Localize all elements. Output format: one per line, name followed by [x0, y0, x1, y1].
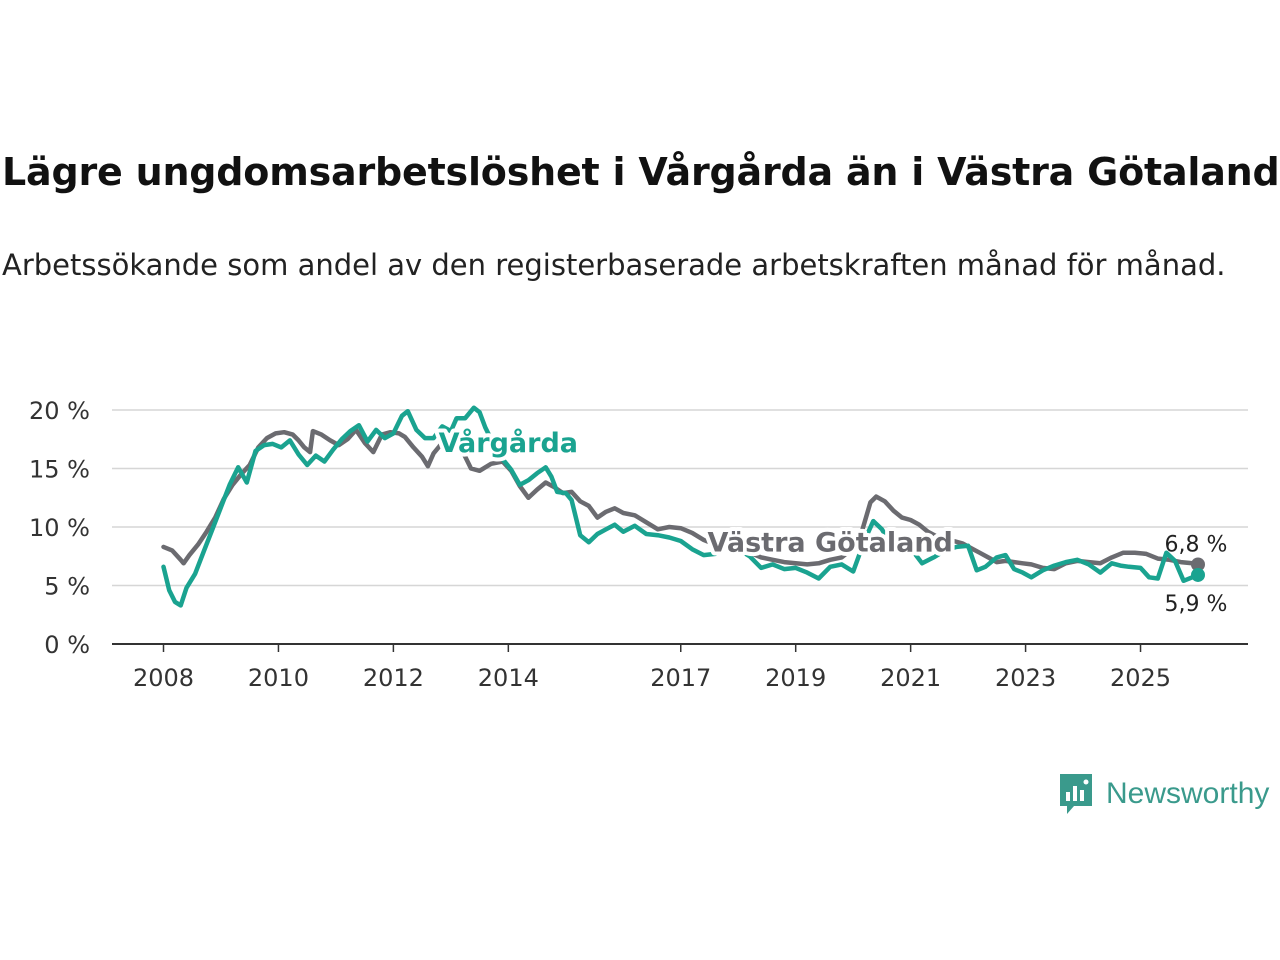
- newsworthy-logo-icon: [1060, 774, 1092, 814]
- x-tick-label: 2021: [880, 664, 941, 692]
- series-annotation: Västra Götaland: [707, 528, 952, 559]
- y-tick-label: 5 %: [44, 573, 90, 601]
- x-tick-label: 2012: [363, 664, 424, 692]
- x-tick-label: 2019: [765, 664, 826, 692]
- x-tick-label: 2008: [133, 664, 194, 692]
- series-end-label: 5,9 %: [1165, 592, 1228, 617]
- series-end-marker: [1191, 567, 1205, 582]
- series-end-label: 6,8 %: [1165, 532, 1228, 557]
- x-tick-label: 2010: [248, 664, 309, 692]
- x-tick-label: 2014: [478, 664, 539, 692]
- x-tick-label: 2017: [650, 664, 711, 692]
- y-tick-label: 0 %: [44, 631, 90, 659]
- x-tick-label: 2023: [995, 664, 1056, 692]
- x-tick-label: 2025: [1110, 664, 1171, 692]
- y-tick-label: 10 %: [29, 514, 90, 542]
- series-annotation: Vårgårda: [439, 427, 578, 459]
- chart-subtitle: Arbetssökande som andel av den registerb…: [2, 248, 1226, 282]
- series-line-v-rg-rda: [161, 405, 1201, 608]
- chart-title: Lägre ungdomsarbetslöshet i Vårgårda än …: [2, 150, 1280, 194]
- y-tick-label: 20 %: [29, 397, 90, 425]
- line-chart: 0 % 5 % 10 % 15 % 20 % 2008 2010 2012 2014 2017 20…: [29, 397, 1248, 692]
- series-end-marker: [1191, 557, 1205, 572]
- newsworthy-brand[interactable]: Newsworthy: [1058, 772, 1269, 816]
- y-tick-label: 15 %: [29, 456, 90, 484]
- series-line-v-stra-g-taland: [161, 427, 1201, 572]
- brand-name: Newsworthy: [1106, 777, 1270, 810]
